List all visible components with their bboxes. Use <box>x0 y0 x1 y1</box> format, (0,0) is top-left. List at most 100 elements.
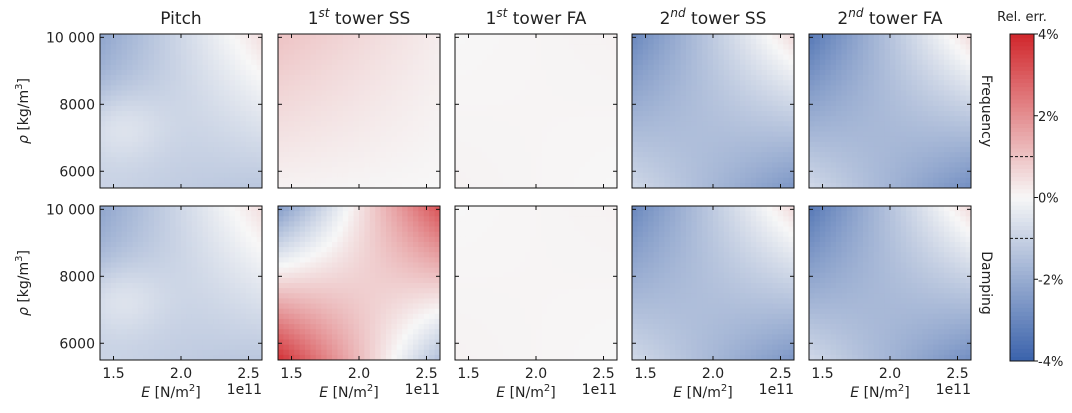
heatmap-cell <box>418 54 425 61</box>
heatmap-cell <box>503 69 510 76</box>
heatmap-cell <box>536 34 542 40</box>
heatmap-cell <box>729 162 735 168</box>
heatmap-cell <box>563 44 569 50</box>
heatmap-cell <box>326 64 333 71</box>
heatmap-cell <box>664 54 671 61</box>
heatmap-cell <box>906 75 912 81</box>
heatmap-cell <box>342 90 349 96</box>
heatmap-cell <box>519 111 526 117</box>
heatmap-cell <box>669 141 676 148</box>
heatmap-cell <box>579 162 585 168</box>
heatmap-cell <box>278 126 284 132</box>
heatmap-cell <box>707 111 714 117</box>
heatmap-cell <box>186 162 193 168</box>
heatmap-cell <box>767 172 773 179</box>
heatmap-cell <box>756 100 762 107</box>
heatmap-cell <box>590 44 596 50</box>
heatmap-cell <box>137 182 144 189</box>
heatmap-cell <box>809 111 815 117</box>
heatmap-cell <box>680 105 687 112</box>
heatmap-cell <box>127 100 133 107</box>
heatmap-cell <box>761 90 768 96</box>
heatmap-cell <box>476 44 483 50</box>
heatmap-cell <box>680 167 687 173</box>
heatmap-cell <box>713 80 719 86</box>
heatmap-cell <box>460 141 467 148</box>
heatmap-cell <box>536 146 542 153</box>
heatmap-cell <box>890 157 896 163</box>
heatmap-cell <box>154 318 160 325</box>
heatmap-cell <box>132 177 139 184</box>
heatmap-cell <box>669 85 676 91</box>
heatmap-cell <box>175 162 182 168</box>
heatmap-cell <box>159 298 166 304</box>
heatmap-cell <box>595 152 602 158</box>
heatmap-cell <box>375 172 381 179</box>
heatmap-cell <box>546 75 553 81</box>
heatmap-cell <box>579 95 585 102</box>
heatmap-cell <box>245 85 252 91</box>
heatmap-cell <box>116 318 122 325</box>
heatmap-cell <box>713 69 719 76</box>
heatmap-cell <box>218 44 225 50</box>
heatmap-cell <box>949 152 956 158</box>
heatmap-cell <box>911 69 918 76</box>
heatmap-cell <box>278 131 284 138</box>
heatmap-cell <box>922 95 929 102</box>
heatmap-cell <box>740 121 746 127</box>
heatmap-cell <box>175 211 182 217</box>
heatmap-cell <box>299 152 306 158</box>
heatmap-cell <box>310 157 317 163</box>
heatmap-cell <box>105 69 112 76</box>
heatmap-cell <box>159 121 166 127</box>
heatmap-cell <box>240 182 247 189</box>
heatmap-cell <box>653 105 660 112</box>
heatmap-cell <box>772 121 779 127</box>
heatmap-cell <box>127 167 133 173</box>
heatmap-cell <box>143 167 149 173</box>
heatmap-cell <box>132 80 139 86</box>
heatmap-cell <box>783 95 789 102</box>
heatmap-cell <box>164 288 171 294</box>
heatmap-cell <box>208 64 214 71</box>
heatmap-cell <box>579 39 585 45</box>
heatmap-cell <box>116 257 122 263</box>
heatmap-cell <box>159 95 166 102</box>
heatmap-cell <box>734 136 741 143</box>
heatmap-cell <box>595 49 602 55</box>
heatmap-cell <box>669 116 676 122</box>
heatmap-cell <box>116 64 122 71</box>
heatmap-cell <box>127 152 133 158</box>
heatmap-cell <box>868 49 875 55</box>
heatmap-cell <box>707 34 714 40</box>
heatmap-cell <box>154 172 160 179</box>
heatmap-cell <box>632 75 638 81</box>
heatmap-cell <box>132 288 139 294</box>
heatmap-cell <box>944 141 950 148</box>
heatmap-cell <box>922 111 929 117</box>
heatmap-cell <box>305 162 311 168</box>
heatmap-cell <box>460 146 467 153</box>
heatmap-cell <box>170 39 176 45</box>
heatmap-cell <box>734 141 741 148</box>
heatmap-cell <box>471 141 477 148</box>
heatmap-cell <box>868 44 875 50</box>
heatmap-cell <box>653 152 660 158</box>
heatmap-cell <box>434 69 441 76</box>
heatmap-cell <box>873 121 880 127</box>
heatmap-cell <box>256 172 263 179</box>
heatmap-cell <box>407 64 414 71</box>
heatmap-cell <box>873 141 880 148</box>
heatmap-cell <box>836 111 842 117</box>
heatmap-cell <box>944 172 950 179</box>
heatmap-cell <box>503 49 510 55</box>
heatmap-cell <box>245 162 252 168</box>
heatmap-cell <box>407 34 414 40</box>
heatmap-cell <box>691 177 698 184</box>
heatmap-cell <box>906 121 912 127</box>
heatmap-cell <box>777 44 784 50</box>
heatmap-cell <box>895 64 902 71</box>
heatmap-cell <box>159 111 166 117</box>
heatmap-cell <box>240 100 247 107</box>
heatmap-cell <box>938 75 945 81</box>
